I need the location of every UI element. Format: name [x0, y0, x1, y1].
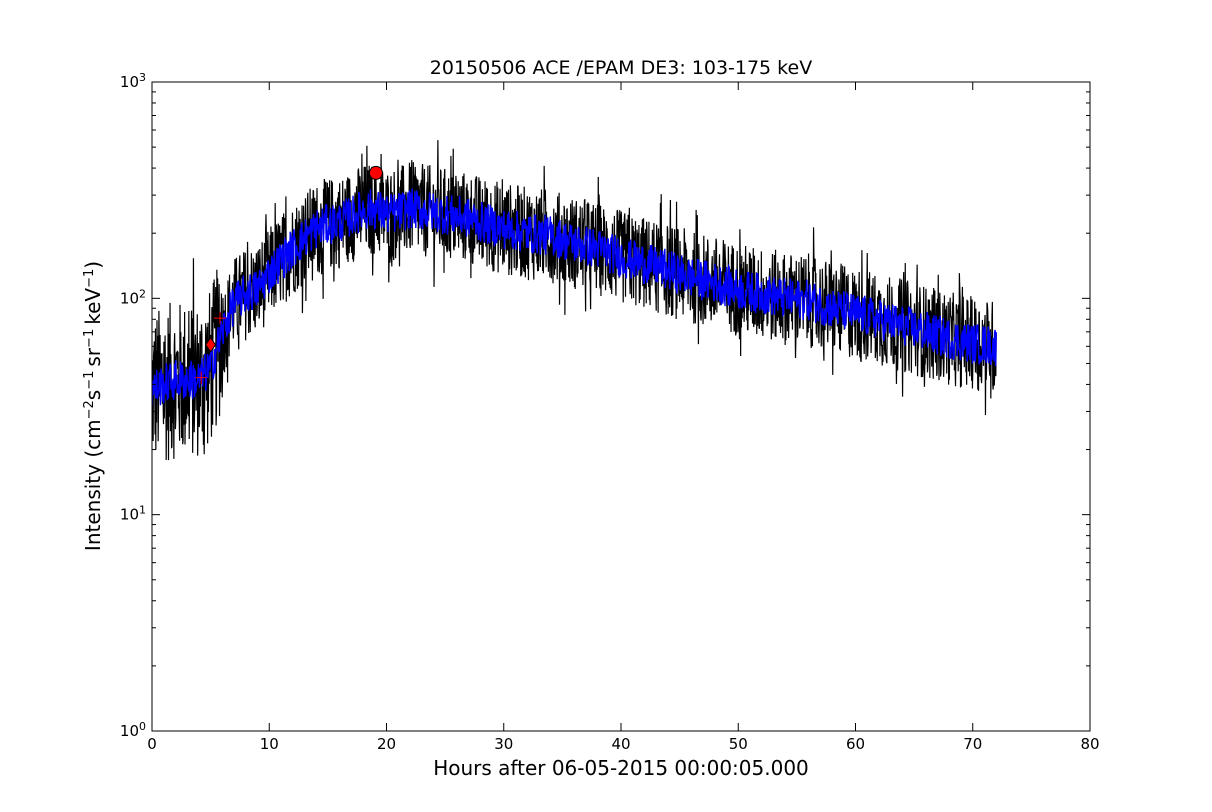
x-tick-label: 70	[963, 735, 982, 753]
peak-marker	[368, 165, 383, 180]
x-axis: 0 10 20 30 40 50 60 70 80	[147, 82, 1100, 753]
chart-title: 20150506 ACE /EPAM DE3: 103-175 keV	[430, 57, 812, 79]
x-tick-label: 0	[147, 735, 157, 753]
x-tick-label: 60	[846, 735, 865, 753]
y-axis: 100 101 102 103	[120, 71, 1090, 741]
y-axis-label: Intensity (cm−2s−1sr−1keV−1)	[81, 261, 105, 551]
marker-layer	[195, 165, 383, 384]
x-tick-label: 20	[377, 735, 396, 753]
series-smoothed-line	[152, 188, 997, 407]
series-layer	[152, 140, 997, 461]
x-tick-label: 40	[611, 735, 630, 753]
y-tick-label: 103	[120, 71, 146, 92]
x-tick-label: 30	[494, 735, 513, 753]
x-tick-label: 80	[1080, 735, 1099, 753]
y-tick-label: 102	[120, 287, 146, 308]
x-tick-label: 50	[729, 735, 748, 753]
y-tick-label: 100	[120, 720, 146, 741]
y-tick-label: 101	[120, 503, 146, 524]
x-axis-label: Hours after 06-05-2015 00:00:05.000	[433, 756, 809, 780]
series-raw-line	[152, 140, 997, 461]
x-tick-label: 10	[260, 735, 279, 753]
onset-marker	[205, 336, 217, 353]
